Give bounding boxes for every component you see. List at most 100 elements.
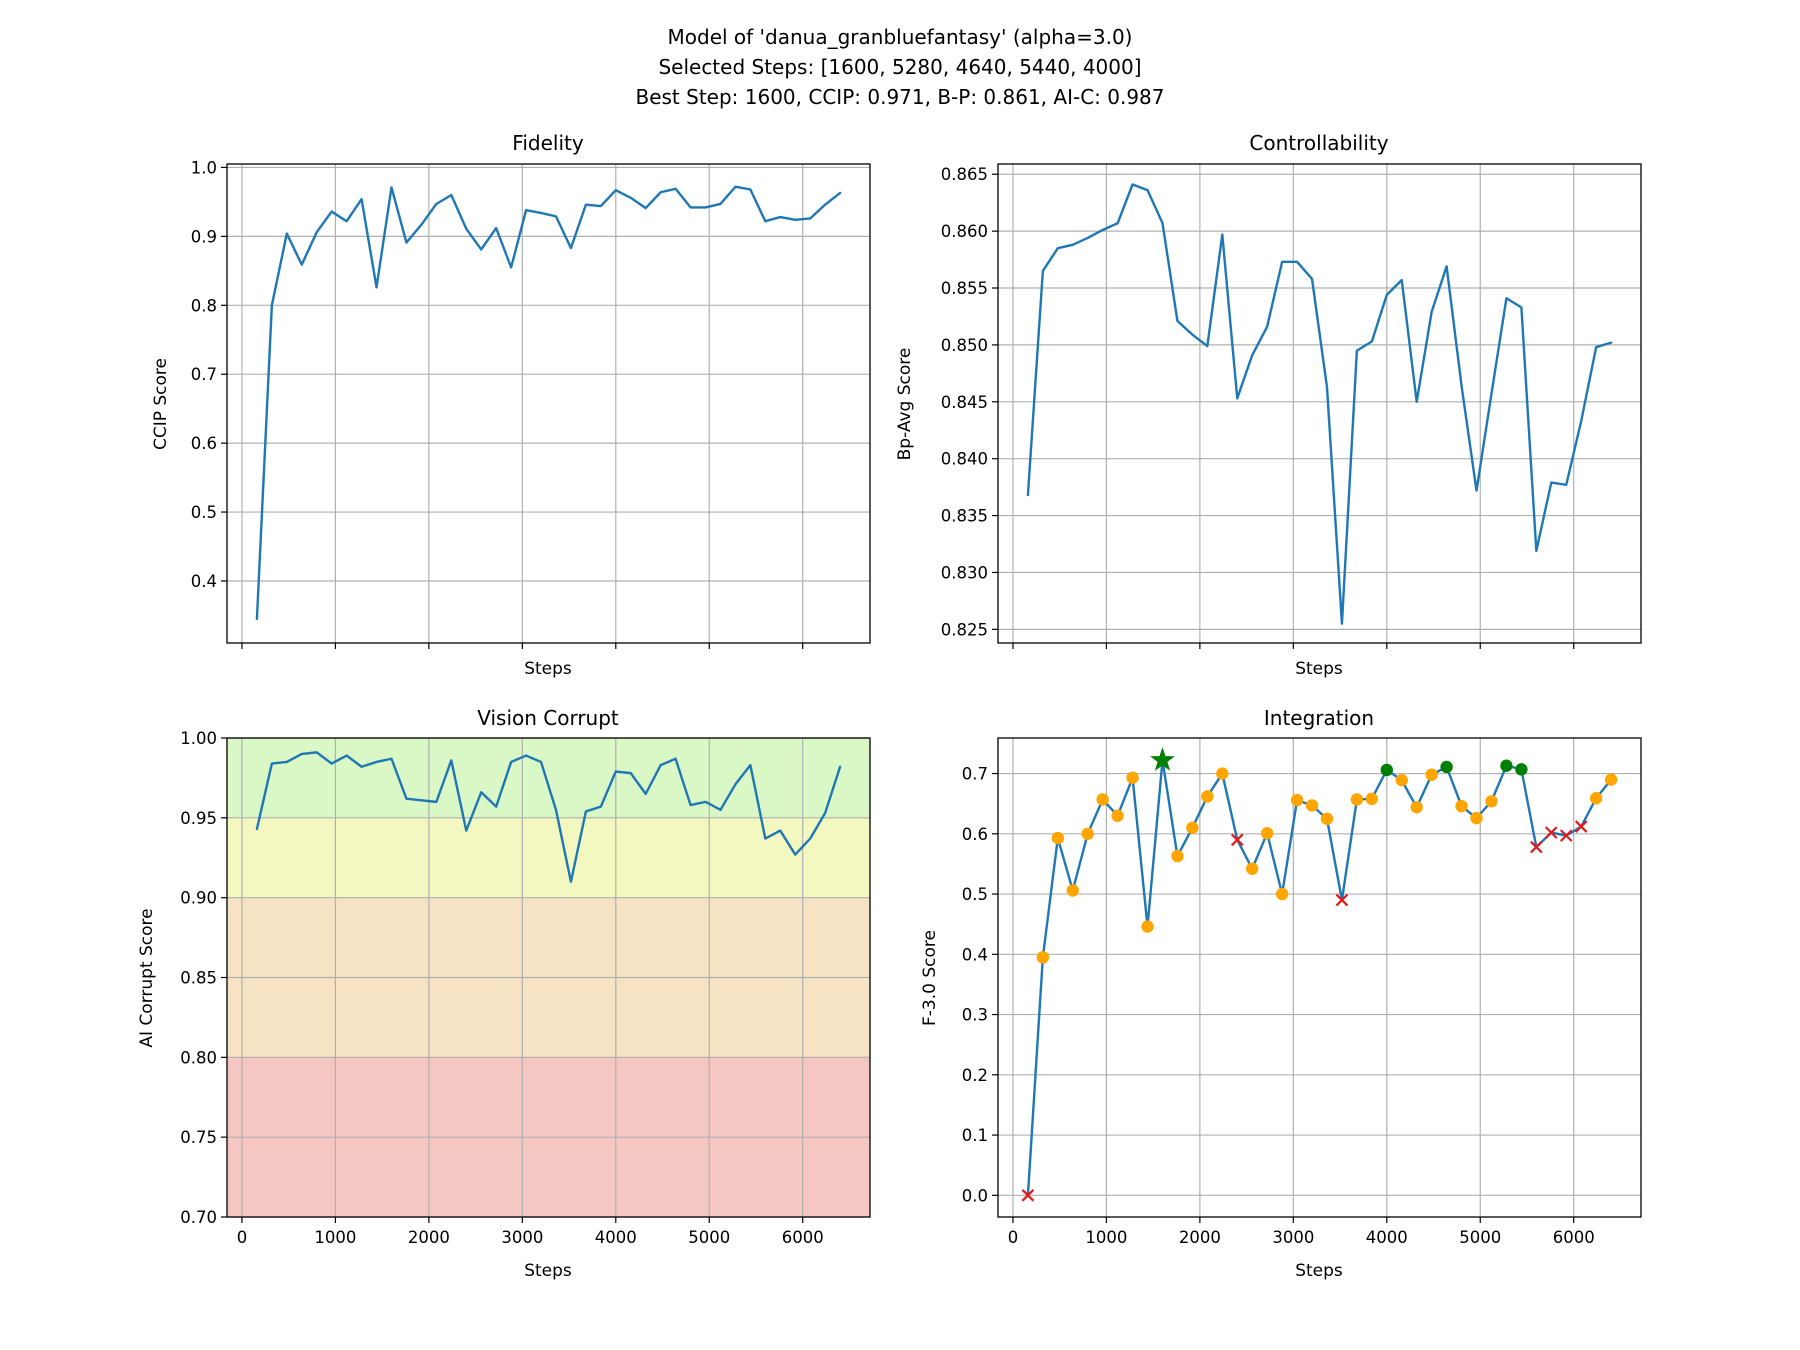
controllability-ytick-label-0: 0.825: [941, 620, 988, 639]
integration-rejected-point-0: [1021, 1189, 1035, 1202]
vision-corrupt-xtick-label-0: 0: [237, 1228, 248, 1247]
integration-point-25: [1395, 773, 1408, 787]
integration-xtick-label-3: 3000: [1272, 1228, 1314, 1247]
fidelity-ytick-label-3: 0.7: [191, 365, 217, 384]
integration-point-5: [1096, 793, 1109, 806]
figure-title-line-3: Best Step: 1600, CCIP: 0.971, B-P: 0.861…: [635, 85, 1164, 109]
integration-point-2: [1051, 831, 1065, 845]
controllability-ytick-label-4: 0.845: [941, 393, 988, 412]
vision-corrupt-ytick-label-0: 0.70: [180, 1208, 217, 1227]
integration-ytick-label-1: 0.1: [962, 1126, 988, 1145]
panel-controllability-xlabel: Steps: [1295, 659, 1343, 679]
vision-corrupt-band-0: [227, 738, 870, 818]
integration-point-29: [1455, 799, 1468, 813]
integration-rejected-point-14: [1230, 833, 1244, 847]
panel-integration-title: Integration: [1264, 706, 1374, 730]
integration-point-11: [1186, 821, 1199, 834]
integration-series-line: [1026, 759, 1613, 1197]
integration-point-19: [1305, 799, 1319, 812]
controllability-ytick-label-5: 0.850: [941, 336, 988, 355]
integration-selected-point-28: [1440, 760, 1453, 774]
integration-xtick-label-6: 6000: [1553, 1228, 1595, 1247]
panel-vision-corrupt: Vision Corrupt Steps AI Corrupt Score 0 1…: [137, 706, 871, 1281]
integration-point-30: [1470, 811, 1483, 825]
integration-ytick-label-0: 0.0: [962, 1186, 988, 1205]
vision-corrupt-xtick-label-6: 6000: [782, 1228, 824, 1247]
controllability-ytick-label-7: 0.860: [941, 222, 988, 241]
vision-corrupt-xtick-label-4: 4000: [595, 1228, 637, 1247]
fidelity-ytick-label-2: 0.6: [191, 434, 217, 453]
integration-rejected-point-36: [1559, 829, 1573, 842]
controllability-ytick-label-6: 0.855: [941, 279, 988, 298]
panel-controllability: Controllability Steps Bp-Avg Score 0.825…: [895, 131, 1642, 679]
integration-axes-frame: [997, 737, 1642, 1218]
integration-selected-point-24: [1380, 763, 1393, 777]
integration-xtick-label-5: 5000: [1459, 1228, 1501, 1247]
panel-fidelity-ylabel: CCIP Score: [151, 358, 171, 450]
vision-corrupt-xtick-label-3: 3000: [501, 1228, 543, 1247]
panel-fidelity-xlabel: Steps: [524, 659, 572, 679]
figure-title-line-1: Model of 'danua_granbluefantasy' (alpha=…: [668, 25, 1133, 49]
vision-corrupt-ytick-label-6: 1.00: [180, 729, 217, 748]
fidelity-ytick-label-5: 0.9: [191, 227, 217, 246]
integration-ytick-label-7: 0.7: [962, 765, 988, 784]
panel-integration: Integration Steps F-3.0 Score 0 1000 2000 3…: [920, 706, 1642, 1281]
fidelity-ytick-label-1: 0.5: [191, 503, 217, 522]
vision-corrupt-xtick-label-1: 1000: [314, 1228, 356, 1247]
integration-rejected-point-37: [1574, 820, 1588, 833]
vision-corrupt-ytick-label-5: 0.95: [180, 809, 217, 828]
controllability-axes-frame: [997, 163, 1642, 644]
integration-point-12: [1201, 790, 1214, 803]
vision-corrupt-series-line: [255, 751, 842, 883]
integration-xtick-label-0: 0: [1008, 1228, 1019, 1247]
figure-title-line-2: Selected Steps: [1600, 5280, 4640, 5440,…: [658, 55, 1141, 79]
fidelity-ytick-label-6: 1.0: [191, 158, 217, 177]
integration-ytick-label-6: 0.6: [962, 825, 988, 844]
integration-point-16: [1260, 826, 1274, 840]
integration-ytick-label-2: 0.2: [962, 1066, 988, 1085]
panel-vision-corrupt-xlabel: Steps: [524, 1261, 572, 1281]
integration-point-13: [1216, 767, 1229, 780]
integration-selected-point-32: [1500, 759, 1513, 772]
panel-integration-xlabel: Steps: [1295, 1261, 1343, 1281]
integration-rejected-point-35: [1545, 826, 1558, 839]
vision-corrupt-xtick-label-2: 2000: [408, 1228, 450, 1247]
panel-fidelity-title: Fidelity: [512, 131, 584, 155]
panel-integration-ylabel: F-3.0 Score: [920, 930, 940, 1026]
controllability-ytick-label-1: 0.830: [941, 563, 988, 582]
fidelity-series-line: [255, 185, 842, 621]
controllability-ytick-label-3: 0.840: [941, 450, 988, 469]
integration-point-27: [1425, 768, 1438, 781]
integration-point-22: [1350, 793, 1364, 806]
vision-corrupt-ytick-label-4: 0.90: [180, 889, 217, 908]
vision-corrupt-ytick-label-3: 0.85: [180, 969, 217, 988]
integration-point-1: [1036, 951, 1050, 964]
integration-rejected-point-21: [1335, 893, 1349, 907]
fidelity-ytick-label-4: 0.8: [191, 296, 217, 315]
fidelity-ytick-label-0: 0.4: [191, 572, 217, 591]
integration-ytick-label-4: 0.4: [962, 945, 988, 964]
panel-controllability-ylabel: Bp-Avg Score: [895, 348, 915, 461]
panel-fidelity: Fidelity Steps CCIP Score 0.4 0.5 0.6 0.7 0.…: [151, 131, 871, 679]
vision-corrupt-ytick-label-1: 0.75: [180, 1128, 217, 1147]
integration-point-15: [1246, 862, 1259, 875]
panel-vision-corrupt-ylabel: AI Corrupt Score: [137, 908, 157, 1047]
vision-corrupt-xtick-label-5: 5000: [688, 1228, 730, 1247]
integration-point-8: [1141, 920, 1154, 933]
integration-xtick-label-4: 4000: [1366, 1228, 1408, 1247]
integration-point-26: [1410, 801, 1423, 814]
panel-vision-corrupt-title: Vision Corrupt: [477, 706, 619, 730]
vision-corrupt-band-1: [227, 817, 870, 898]
figure-title: Model of 'danua_granbluefantasy' (alpha=…: [635, 25, 1164, 109]
integration-point-38: [1589, 792, 1603, 805]
integration-point-31: [1485, 795, 1498, 808]
integration-xtick-label-1: 1000: [1085, 1228, 1127, 1247]
integration-point-10: [1171, 849, 1184, 863]
integration-point-20: [1320, 812, 1334, 825]
integration-xtick-label-2: 2000: [1179, 1228, 1221, 1247]
vision-corrupt-ytick-label-2: 0.80: [180, 1048, 217, 1067]
integration-point-3: [1066, 884, 1079, 897]
integration-point-6: [1111, 809, 1124, 822]
integration-point-23: [1365, 792, 1379, 806]
